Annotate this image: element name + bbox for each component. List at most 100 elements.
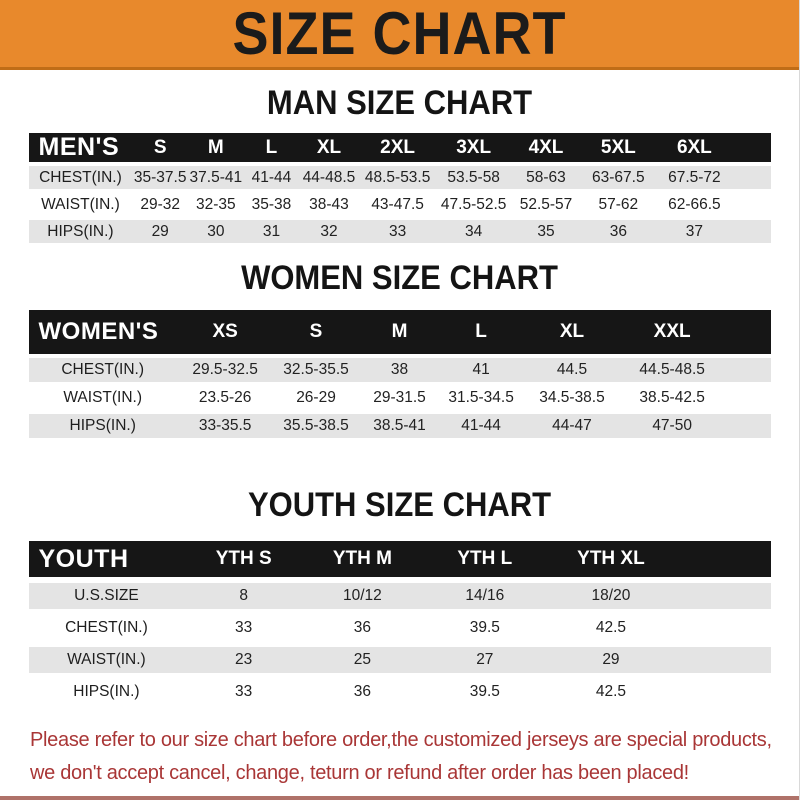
banner: SIZE CHART	[0, 0, 799, 70]
spacer-cell	[674, 647, 771, 673]
size-cell: 47.5-52.5	[440, 195, 507, 213]
spacer-cell	[733, 166, 770, 189]
spacer-cell	[674, 615, 771, 641]
spacer-cell	[722, 358, 770, 382]
size-cell: 32.5-35.5	[283, 361, 349, 378]
size-cell: 37.5-41	[189, 168, 243, 186]
size-cell: 36	[353, 683, 372, 700]
column-header: M	[391, 321, 408, 342]
row-label: WAIST(IN.)	[41, 195, 120, 213]
youth-section-heading: YOUTH SIZE CHART	[247, 485, 552, 524]
table-row: CHEST(IN.) 33 36 39.5 42.5	[28, 615, 771, 641]
spacer-cell	[733, 133, 770, 162]
size-cell: 42.5	[595, 619, 627, 636]
youth-size-table: YOUTH YTH S YTH M YTH L YTH XL U.S.SIZE …	[28, 535, 771, 711]
size-cell: 33	[388, 222, 407, 240]
spacer-cell	[722, 310, 770, 354]
column-header: XS	[212, 321, 238, 342]
column-header: L	[265, 136, 278, 158]
size-cell: 35-38	[251, 195, 292, 213]
size-cell: 58-63	[526, 168, 566, 186]
table-row: CHEST(IN.) 29.5-32.5 32.5-35.5 38 41 44.…	[28, 358, 771, 382]
table-row: WAIST(IN.) 23 25 27 29	[28, 647, 771, 673]
size-cell: 43-47.5	[371, 195, 424, 213]
spacer-cell	[674, 541, 771, 577]
size-cell: 33	[235, 683, 253, 700]
column-header: M	[207, 136, 224, 158]
size-cell: 44.5	[556, 361, 588, 378]
column-header: XL	[316, 136, 342, 158]
disclaimer-line-1: Please refer to our size chart before or…	[30, 729, 772, 751]
size-cell: 18/20	[591, 587, 631, 604]
size-cell: 29-32	[140, 195, 181, 213]
size-cell: 29.5-32.5	[192, 361, 258, 378]
size-cell: 53.5-58	[447, 168, 500, 186]
spacer-cell	[674, 583, 771, 609]
column-header: YTH L	[457, 548, 513, 569]
size-cell: 38.5-42.5	[639, 389, 705, 406]
column-header: YTH S	[215, 548, 272, 569]
size-cell: 39.5	[469, 619, 500, 636]
table-row: HIPS(IN.) 33 36 39.5 42.5	[28, 679, 771, 705]
size-cell: 39.5	[469, 683, 500, 700]
women-size-table: WOMEN'S XS S M L XL XXL CHEST(IN.) 29.5-…	[28, 306, 771, 442]
size-cell: 23.5-26	[198, 389, 252, 406]
table-row: CHEST(IN.) 35-37.5 37.5-41 41-44 44-48.5…	[28, 166, 771, 189]
size-cell: 33-35.5	[198, 417, 252, 434]
size-cell: 41-44	[461, 417, 501, 434]
size-cell: 35.5-38.5	[283, 417, 349, 434]
size-cell: 29	[151, 222, 169, 240]
size-cell: 34	[465, 222, 483, 240]
size-cell: 34.5-38.5	[539, 389, 605, 406]
size-cell: 29-31.5	[373, 389, 426, 406]
size-cell: 36	[353, 619, 372, 636]
size-cell: 37	[685, 222, 703, 240]
row-label: CHEST(IN.)	[65, 619, 148, 636]
size-cell: 38-43	[309, 195, 349, 213]
row-label: U.S.SIZE	[74, 587, 139, 604]
disclaimer-note: Please refer to our size chart before or…	[30, 724, 799, 790]
size-cell: 41-44	[251, 168, 292, 186]
women-section-heading: WOMEN SIZE CHART	[241, 258, 558, 297]
bottom-edge-bar	[0, 796, 799, 800]
spacer-cell	[733, 193, 770, 216]
size-cell: 35-37.5	[133, 168, 187, 186]
table-row: HIPS(IN.) 29 30 31 32 33 34 35 36 37	[28, 220, 771, 243]
row-label: WAIST(IN.)	[63, 389, 143, 406]
size-cell: 31	[262, 222, 281, 240]
size-cell: 36	[609, 222, 627, 240]
size-cell: 44.5-48.5	[639, 361, 705, 378]
row-label: WAIST(IN.)	[67, 651, 146, 668]
column-header: YTH M	[332, 548, 392, 569]
size-cell: 38.5-41	[373, 417, 426, 434]
size-cell: 25	[353, 651, 372, 668]
men-size-table: MEN'S S M L XL 2XL 3XL 4XL 5XL 6XL CHEST…	[28, 129, 771, 247]
size-cell: 38	[390, 361, 409, 378]
size-cell: 32-35	[196, 195, 236, 213]
women-header-row: WOMEN'S XS S M L XL XXL	[28, 310, 771, 354]
column-header: YTH XL	[577, 548, 645, 569]
row-label: HIPS(IN.)	[47, 222, 114, 240]
row-label: HIPS(IN.)	[73, 683, 140, 700]
size-cell: 14/16	[465, 587, 505, 604]
size-cell: 29	[602, 651, 620, 668]
size-cell: 30	[207, 222, 225, 240]
size-cell: 10/12	[342, 587, 382, 604]
size-cell: 8	[239, 587, 248, 604]
row-label: HIPS(IN.)	[69, 417, 136, 434]
table-row: WAIST(IN.) 29-32 32-35 35-38 38-43 43-47…	[28, 193, 771, 216]
size-cell: 26-29	[296, 389, 336, 406]
size-cell: 57-62	[598, 195, 639, 213]
row-label: CHEST(IN.)	[39, 168, 122, 186]
size-cell: 27	[476, 651, 494, 668]
size-cell: 23	[235, 651, 253, 668]
man-section-heading: MAN SIZE CHART	[266, 83, 533, 122]
size-cell: 31.5-34.5	[448, 389, 514, 406]
women-header-label: WOMEN'S	[38, 318, 159, 345]
column-header: S	[153, 136, 167, 158]
size-cell: 41	[472, 361, 490, 378]
youth-header-label: YOUTH	[38, 544, 129, 573]
column-header: XXL	[653, 321, 691, 342]
size-cell: 47-50	[652, 417, 692, 434]
